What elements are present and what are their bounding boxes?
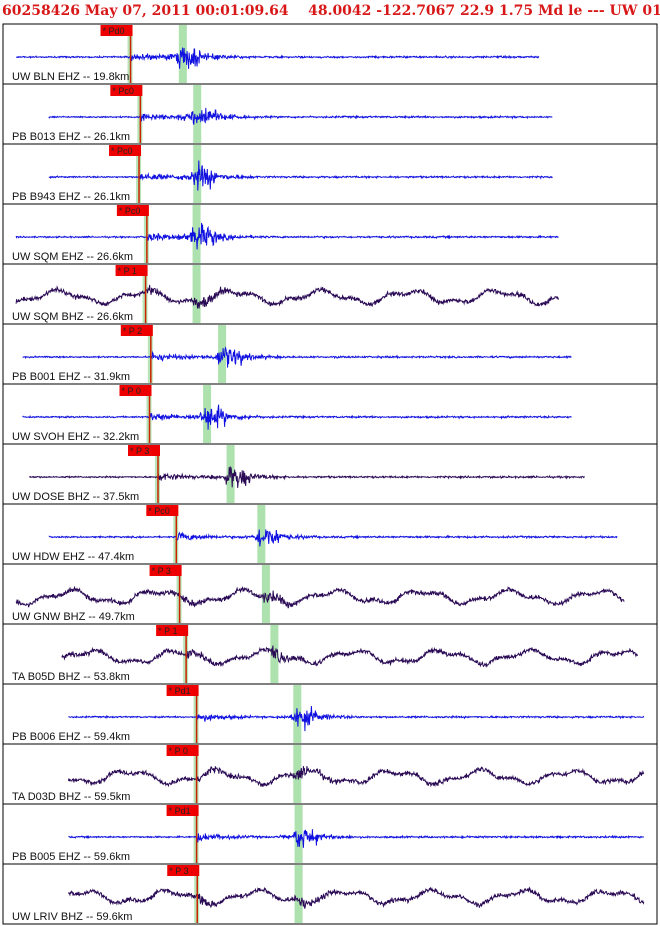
- trace-row: * Pc0 PB B943 EHZ -- 26.1km: [2, 143, 658, 205]
- s-arrival-band: [192, 205, 201, 263]
- trace-row: * P 3 UW GNW BHZ -- 49.7km: [2, 563, 658, 625]
- pick-label: * Pc0: [119, 206, 141, 216]
- pick-box: [109, 145, 142, 156]
- pick-box: [166, 745, 199, 756]
- pick-box: [156, 625, 189, 636]
- station-label: UW DOSE BHZ -- 37.5km: [12, 491, 139, 503]
- trace-row: * P 1 TA B05D BHZ -- 53.8km: [2, 623, 658, 685]
- pick-box: [149, 565, 182, 576]
- s-arrival-band: [218, 325, 227, 383]
- pick-box: [115, 265, 148, 276]
- pick-box: [110, 85, 143, 96]
- pick-label: * P 3: [152, 566, 171, 576]
- pick-label: * P 0: [121, 386, 140, 396]
- pick-label: * P 0: [169, 746, 188, 756]
- waveform: [61, 645, 638, 668]
- pick-box: [127, 445, 160, 456]
- waveform: [68, 705, 645, 732]
- trace-row: * Pc0 PB B013 EHZ -- 26.1km: [2, 83, 658, 145]
- pick-box: [146, 505, 179, 516]
- station-label: UW SQM BHZ -- 26.6km: [12, 311, 133, 323]
- pick-box: [119, 385, 152, 396]
- trace-row: * P 2 PB B001 EHZ -- 31.9km: [2, 323, 658, 385]
- station-label: PB B005 EHZ -- 59.6km: [12, 851, 130, 863]
- waveform: [15, 222, 559, 250]
- waveform: [22, 346, 572, 368]
- trace-frame: [2, 863, 658, 925]
- station-label: PB B006 EHZ -- 59.4km: [12, 731, 130, 743]
- s-arrival-band: [193, 85, 202, 143]
- trace-row: * P 0 UW SVOH EHZ -- 32.2km: [2, 383, 658, 445]
- waveform: [67, 886, 645, 909]
- station-label: UW LRIV BHZ -- 59.6km: [12, 911, 132, 923]
- waveform: [15, 585, 625, 609]
- pick-label: * P 3: [169, 866, 188, 876]
- pick-label: * Pc0: [111, 146, 133, 156]
- pick-box: [166, 685, 199, 696]
- trace-row: * Pc0 UW SQM EHZ -- 26.6km: [2, 203, 658, 265]
- pick-box: [116, 205, 149, 216]
- pick-box: [167, 865, 200, 876]
- waveform: [15, 284, 560, 309]
- pick-box: [120, 325, 153, 336]
- waveform: [48, 529, 618, 547]
- station-label: UW BLN EHZ -- 19.8km: [12, 71, 129, 83]
- station-label: TA D03D BHZ -- 59.5km: [12, 791, 130, 803]
- pick-label: * P 1: [158, 626, 177, 636]
- pick-label: * P 3: [130, 446, 149, 456]
- trace-row: * P 3 UW DOSE BHZ -- 37.5km: [2, 443, 658, 505]
- waveform: [22, 404, 572, 430]
- waveform: [68, 829, 644, 848]
- station-label: PB B943 EHZ -- 26.1km: [12, 191, 130, 203]
- waveform: [48, 160, 553, 191]
- pick-label: * Pd0: [103, 26, 125, 36]
- event-header: 60258426 May 07, 2011 00:01:09.64 48.004…: [2, 3, 660, 19]
- waveform: [29, 465, 585, 488]
- pick-label: * Pd1: [169, 806, 191, 816]
- waveform: [15, 47, 540, 69]
- s-arrival-band: [257, 505, 266, 563]
- trace-row: * P 0 TA D03D BHZ -- 59.5km: [2, 743, 658, 805]
- trace-row: * Pd1 PB B006 EHZ -- 59.4km: [2, 683, 658, 745]
- station-label: TA B05D BHZ -- 53.8km: [12, 671, 130, 683]
- s-arrival-band: [294, 865, 303, 923]
- waveform: [48, 107, 553, 125]
- trace-row: * P 3 UW LRIV BHZ -- 59.6km: [2, 863, 658, 925]
- station-label: UW GNW BHZ -- 49.7km: [12, 611, 135, 623]
- station-label: PB B001 EHZ -- 31.9km: [12, 371, 130, 383]
- pick-box: [166, 805, 199, 816]
- station-label: UW SVOH EHZ -- 32.2km: [12, 431, 139, 443]
- station-label: UW HDW EHZ -- 47.4km: [12, 551, 134, 563]
- waveform: [67, 766, 645, 788]
- pick-box: [100, 25, 133, 36]
- pick-label: * Pc0: [148, 506, 170, 516]
- pick-label: * Pc0: [112, 86, 134, 96]
- trace-row: * Pd1 PB B005 EHZ -- 59.6km: [2, 803, 658, 865]
- s-arrival-band: [294, 805, 303, 863]
- station-label: UW SQM EHZ -- 26.6km: [12, 251, 133, 263]
- trace-row: * P 1 UW SQM BHZ -- 26.6km: [2, 263, 658, 325]
- s-arrival-band: [192, 265, 201, 323]
- trace-row: * Pc0 UW HDW EHZ -- 47.4km: [2, 503, 658, 565]
- trace-row: * Pd0 UW BLN EHZ -- 19.8km: [2, 23, 658, 85]
- pick-label: * P 2: [123, 326, 142, 336]
- pick-label: * P 1: [118, 266, 137, 276]
- station-label: PB B013 EHZ -- 26.1km: [12, 131, 130, 143]
- pick-label: * Pd1: [169, 686, 191, 696]
